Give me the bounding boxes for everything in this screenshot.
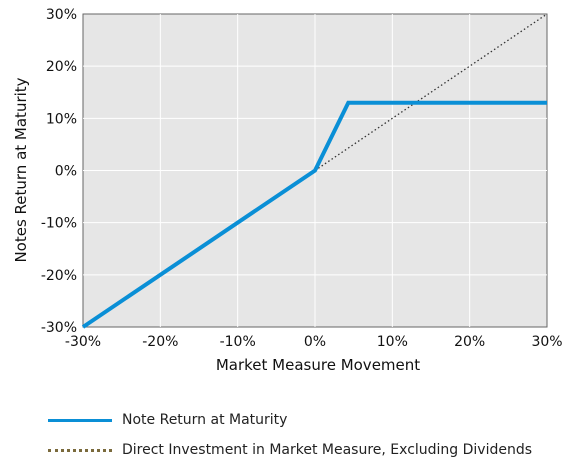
y-tick-labels: 30% 20% 10% 0% -10% -20% -30% — [41, 7, 77, 336]
y-axis-title: Notes Return at Maturity — [12, 77, 30, 262]
x-tick-label: -20% — [142, 334, 178, 350]
legend-swatch-dotted — [48, 448, 112, 452]
y-tick-label: 0% — [55, 164, 77, 180]
legend-label: Direct Investment in Market Measure, Exc… — [122, 442, 533, 458]
y-tick-label: -30% — [41, 320, 77, 336]
x-tick-label: -10% — [220, 334, 256, 350]
chart: 30% 20% 10% 0% -10% -20% -30% -30% -20% -10% 0% 10… — [12, 7, 563, 374]
legend-item-note-return: Note Return at Maturity — [48, 412, 287, 428]
series-line-note-return — [81, 100, 547, 329]
x-axis-title: Market Measure Movement — [216, 356, 420, 374]
series-layer — [81, 13, 548, 329]
y-tick-label: 30% — [46, 7, 77, 23]
x-tick-label: -30% — [65, 334, 101, 350]
series-line-direct-investment — [314, 13, 548, 172]
legend-swatch-solid — [48, 418, 112, 422]
x-tick-label: 20% — [454, 334, 485, 350]
legend-label: Note Return at Maturity — [122, 412, 288, 428]
y-tick-label: -10% — [41, 216, 77, 232]
x-tick-label: 10% — [377, 334, 408, 350]
y-tick-label: 10% — [46, 111, 77, 127]
x-tick-label: 0% — [304, 334, 326, 350]
y-tick-label: -20% — [41, 268, 77, 284]
x-tick-labels: -30% -20% -10% 0% 10% 20% 30% — [65, 334, 563, 350]
x-tick-label: 30% — [531, 334, 562, 350]
legend-item-direct-investment: Direct Investment in Market Measure, Exc… — [48, 442, 532, 458]
y-tick-label: 20% — [46, 59, 77, 75]
